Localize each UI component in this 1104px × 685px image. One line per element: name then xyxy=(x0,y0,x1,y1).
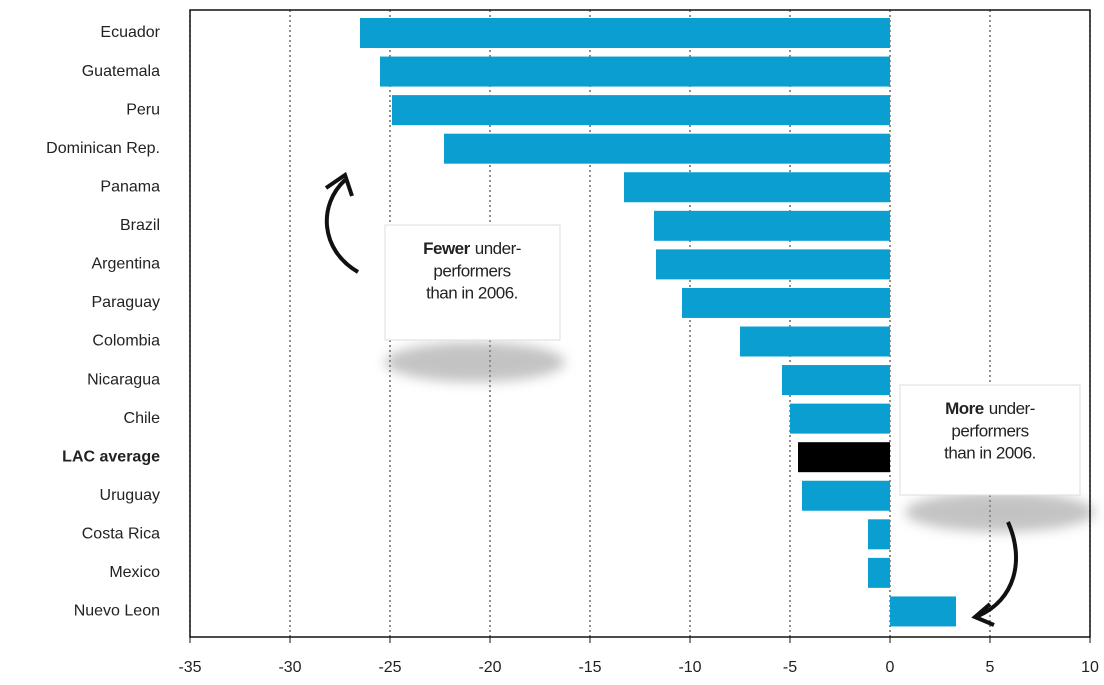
annotation-bold: Fewer xyxy=(423,239,471,258)
bar xyxy=(790,403,890,434)
y-tick-label: Panama xyxy=(100,178,160,195)
bar xyxy=(654,210,890,241)
y-tick-label: Nuevo Leon xyxy=(74,603,160,620)
annotation-text: under- xyxy=(989,399,1035,418)
annotation-box xyxy=(384,224,561,341)
y-tick-label: Paraguay xyxy=(92,294,161,311)
arrow xyxy=(977,521,1018,618)
annotation-text: under- xyxy=(475,239,521,258)
bar xyxy=(740,326,890,357)
x-tick-label: -15 xyxy=(578,659,601,676)
arrow-head xyxy=(971,602,995,627)
bar xyxy=(798,442,890,473)
arrow xyxy=(324,178,360,274)
bar xyxy=(360,18,890,48)
bar xyxy=(890,596,956,627)
shadow xyxy=(905,492,1095,532)
y-tick-label: Brazil xyxy=(120,217,160,234)
annotation: performers xyxy=(433,261,510,280)
x-tick-label: -30 xyxy=(278,659,301,676)
x-tick-label: -10 xyxy=(678,659,701,676)
y-tick-label: Ecuador xyxy=(100,24,160,41)
bar xyxy=(868,557,890,588)
x-tick-label: 10 xyxy=(1081,659,1099,676)
y-tick-label: Colombia xyxy=(92,333,160,350)
bar xyxy=(802,480,890,511)
y-tick-label: Nicaragua xyxy=(87,371,160,388)
annotation: than in 2006. xyxy=(944,443,1036,462)
annotation: Fewer under- xyxy=(423,239,521,258)
y-tick-label: LAC average xyxy=(62,448,160,465)
bar xyxy=(392,95,890,126)
x-tick-label: -35 xyxy=(178,659,201,676)
x-tick-label: -5 xyxy=(783,659,797,676)
bar xyxy=(682,287,890,318)
arrow-head xyxy=(324,171,354,197)
bar xyxy=(444,133,890,164)
x-tick-label: -25 xyxy=(378,659,401,676)
bar xyxy=(624,172,890,203)
annotation-box xyxy=(899,384,1081,496)
y-tick-label: Uruguay xyxy=(100,487,160,504)
annotation: More under- xyxy=(945,399,1035,418)
y-tick-label: Chile xyxy=(124,410,161,427)
annotation: performers xyxy=(951,421,1028,440)
bar xyxy=(782,365,890,396)
bar xyxy=(656,249,890,280)
y-tick-label: Mexico xyxy=(109,564,160,581)
x-tick-label: 0 xyxy=(886,659,895,676)
annotation: than in 2006. xyxy=(426,283,518,302)
y-tick-label: Peru xyxy=(126,101,160,118)
shadow xyxy=(385,342,565,382)
bar xyxy=(380,56,890,87)
x-tick-label: -20 xyxy=(478,659,501,676)
y-tick-label: Costa Rica xyxy=(82,526,160,543)
bar xyxy=(868,519,890,550)
y-tick-label: Guatemala xyxy=(82,63,160,80)
y-tick-label: Dominican Rep. xyxy=(46,140,160,157)
y-tick-label: Argentina xyxy=(92,256,161,273)
x-tick-label: 5 xyxy=(986,659,995,676)
annotation-bold: More xyxy=(945,399,984,418)
plot-frame xyxy=(189,9,1091,638)
